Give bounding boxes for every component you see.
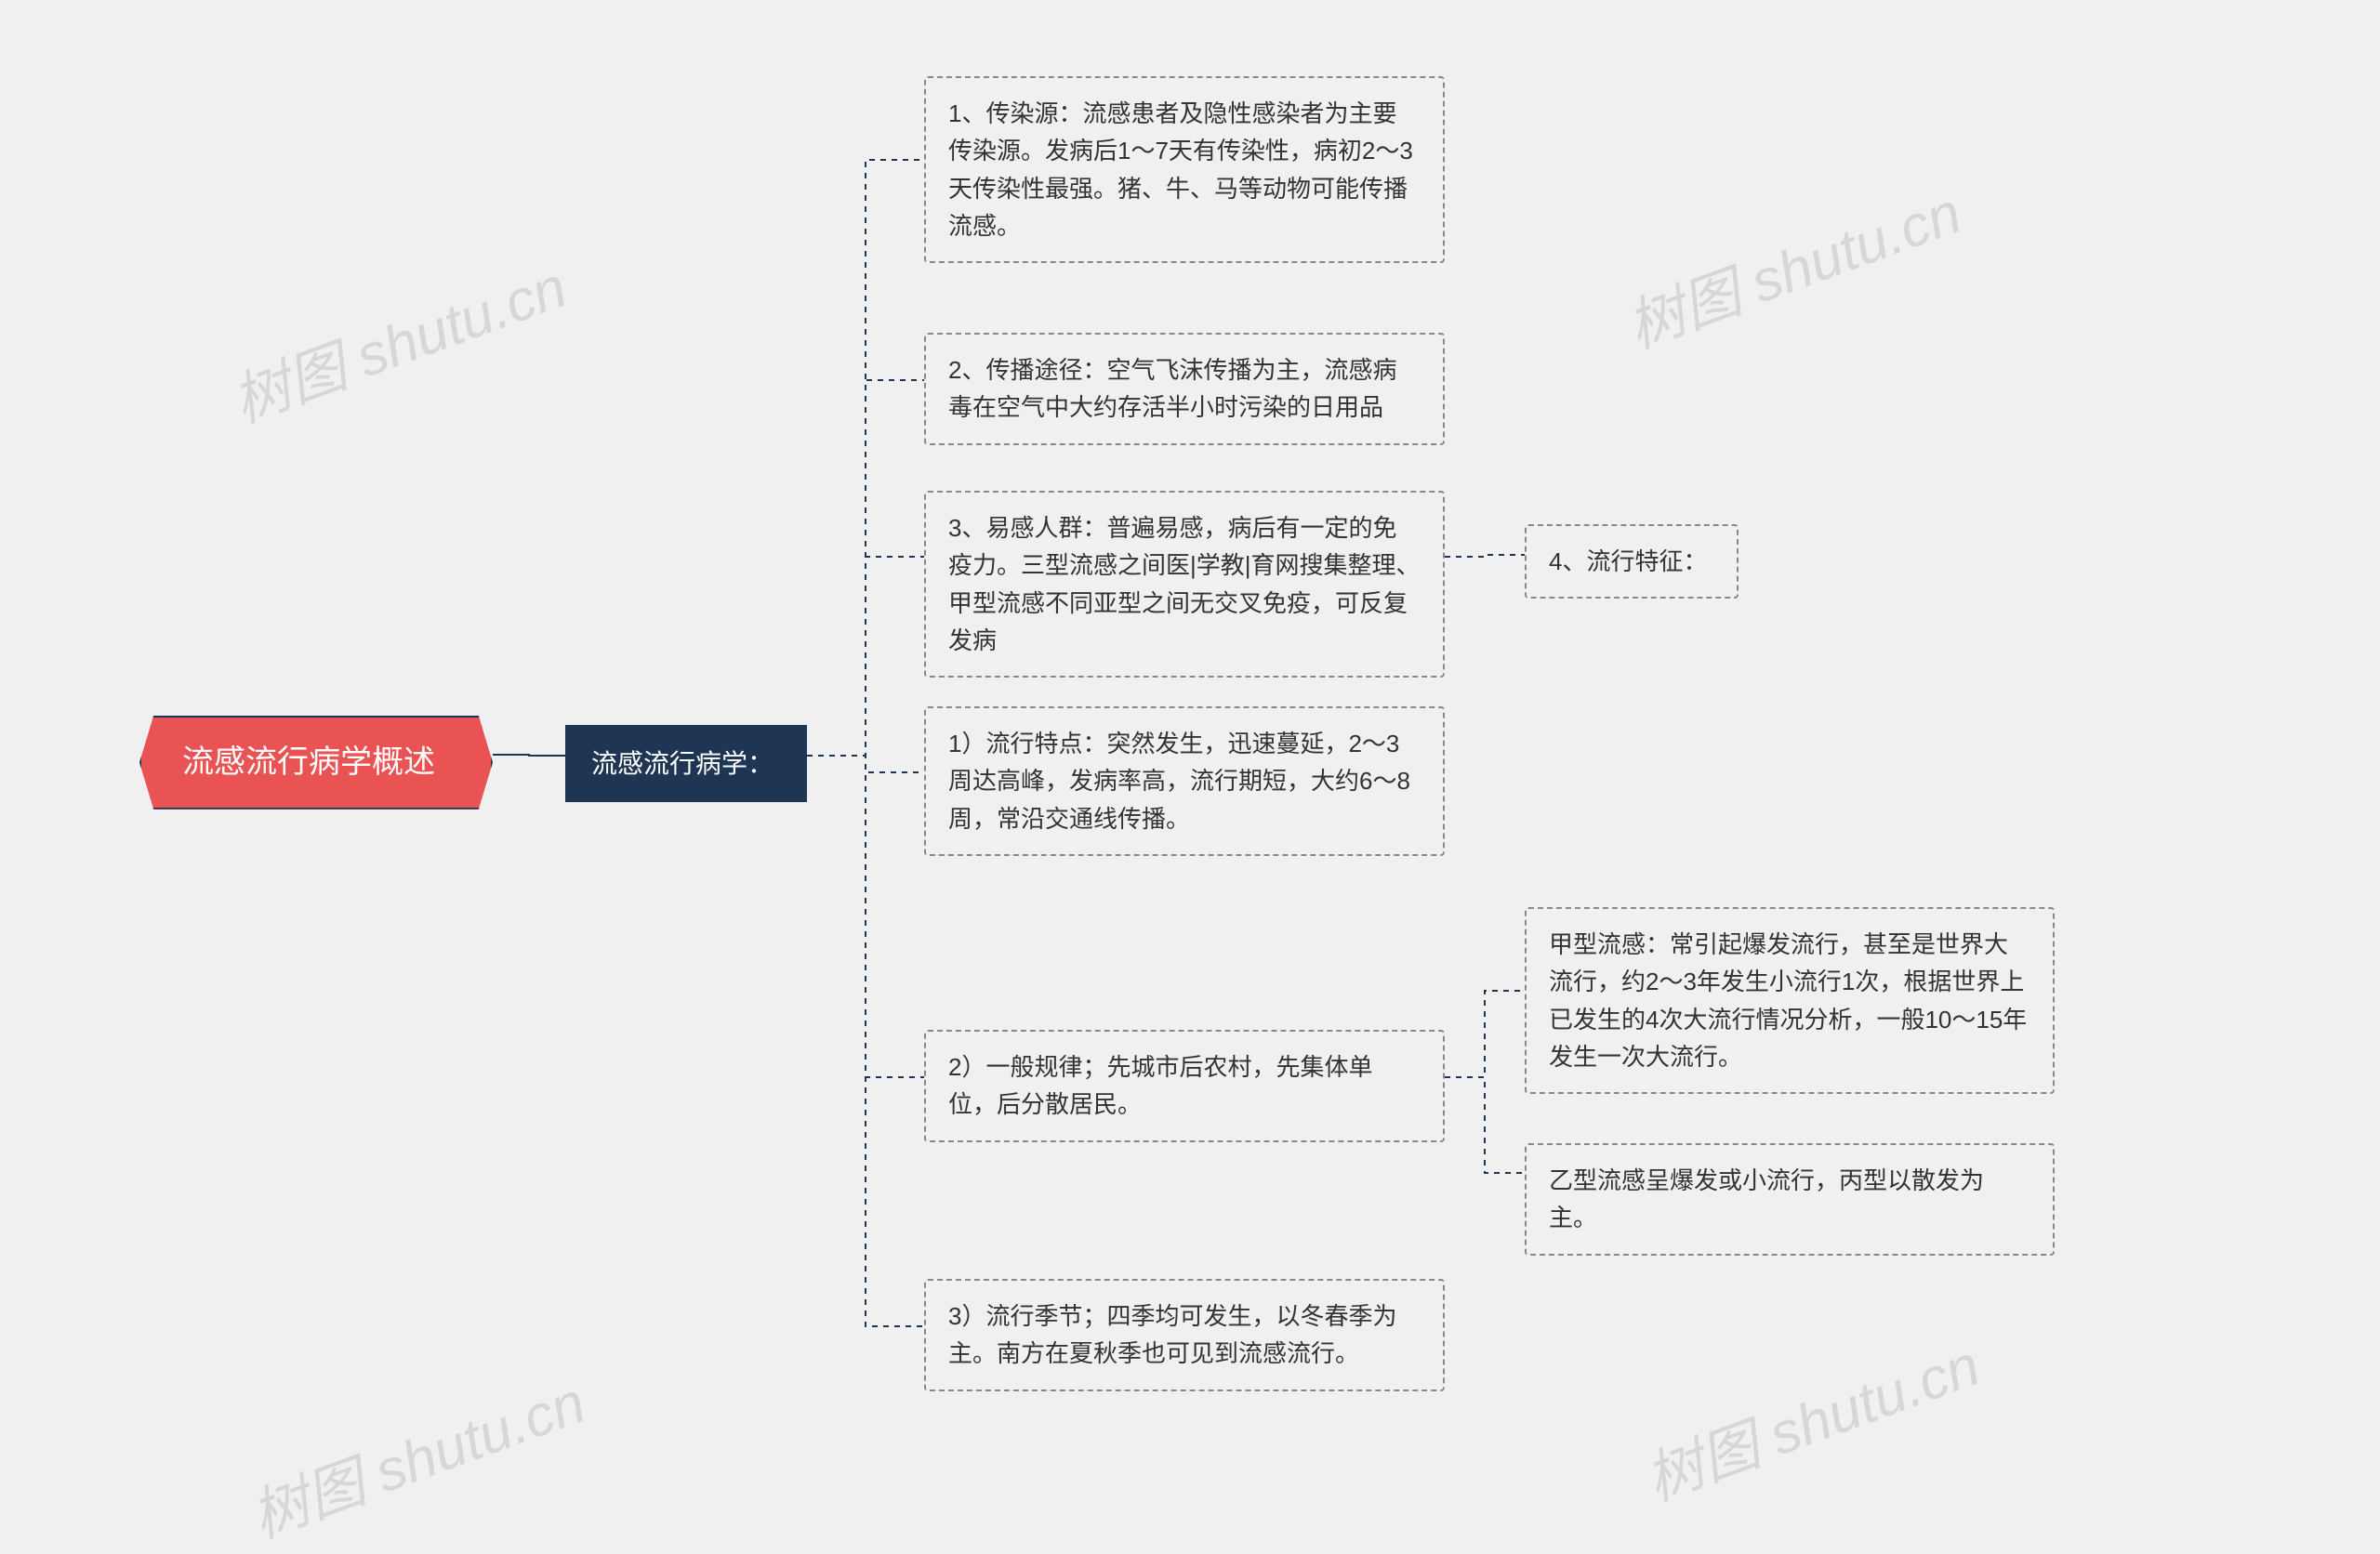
- leaf-node-characteristics[interactable]: 1）流行特点：突然发生，迅速蔓延，2～3周达高峰，发病率高，流行期短，大约6～8…: [924, 706, 1445, 856]
- leaf-node-susceptible[interactable]: 3、易感人群：普遍易感，病后有一定的免疫力。三型流感之间医|学教|育网搜集整理、…: [924, 491, 1445, 678]
- leaf-node-season[interactable]: 3）流行季节；四季均可发生，以冬春季为主。南方在夏秋季也可见到流感流行。: [924, 1279, 1445, 1391]
- watermark-1: 树图 shutu.cn: [219, 240, 576, 438]
- leaf-node-source[interactable]: 1、传染源：流感患者及隐性感染者为主要传染源。发病后1～7天有传染性，病初2～3…: [924, 76, 1445, 263]
- leaf-node-type-a[interactable]: 甲型流感：常引起爆发流行，甚至是世界大流行，约2～3年发生小流行1次，根据世界上…: [1525, 907, 2055, 1094]
- leaf-node-type-b-c[interactable]: 乙型流感呈爆发或小流行，丙型以散发为主。: [1525, 1143, 2055, 1256]
- watermark-3: 树图 shutu.cn: [238, 1355, 595, 1553]
- branch-node-epidemiology[interactable]: 流感流行病学：: [565, 725, 807, 802]
- watermark-2: 树图 shutu.cn: [1614, 165, 1971, 363]
- leaf-node-epidemic-feature[interactable]: 4、流行特征：: [1525, 524, 1739, 599]
- root-node[interactable]: 流感流行病学概述: [139, 716, 493, 810]
- leaf-node-pattern[interactable]: 2）一般规律；先城市后农村，先集体单位，后分散居民。: [924, 1030, 1445, 1142]
- leaf-node-route[interactable]: 2、传播途径：空气飞沫传播为主，流感病毒在空气中大约存活半小时污染的日用品: [924, 333, 1445, 445]
- watermark-4: 树图 shutu.cn: [1633, 1318, 1990, 1516]
